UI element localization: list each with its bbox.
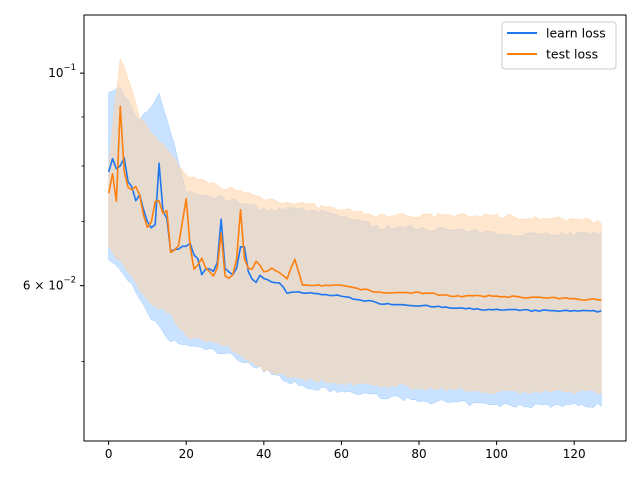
x-tick-label: 120 — [563, 447, 586, 461]
line-test-loss — [107, 105, 602, 301]
axes-frame — [83, 14, 627, 442]
y-axis: 10−1 6 × 10−2 — [23, 63, 84, 362]
band-test-loss — [108, 58, 602, 395]
x-tick-label: 20 — [179, 447, 194, 461]
confidence-bands — [108, 58, 602, 409]
x-axis: 0 20 40 60 80 100 120 — [105, 441, 586, 461]
x-tick-label: 0 — [105, 447, 113, 461]
x-tick-label: 60 — [334, 447, 349, 461]
x-tick-label: 100 — [485, 447, 508, 461]
y-tick-label: 10−1 — [48, 63, 76, 80]
x-tick-label: 80 — [411, 447, 426, 461]
legend-label-test-loss: test loss — [546, 47, 598, 62]
y-tick-label: 6 × 10−2 — [23, 276, 76, 293]
x-tick-label: 40 — [256, 447, 271, 461]
legend-label-learn-loss: learn loss — [546, 26, 606, 41]
legend: learn loss test loss — [501, 21, 617, 70]
series-lines — [107, 105, 602, 313]
